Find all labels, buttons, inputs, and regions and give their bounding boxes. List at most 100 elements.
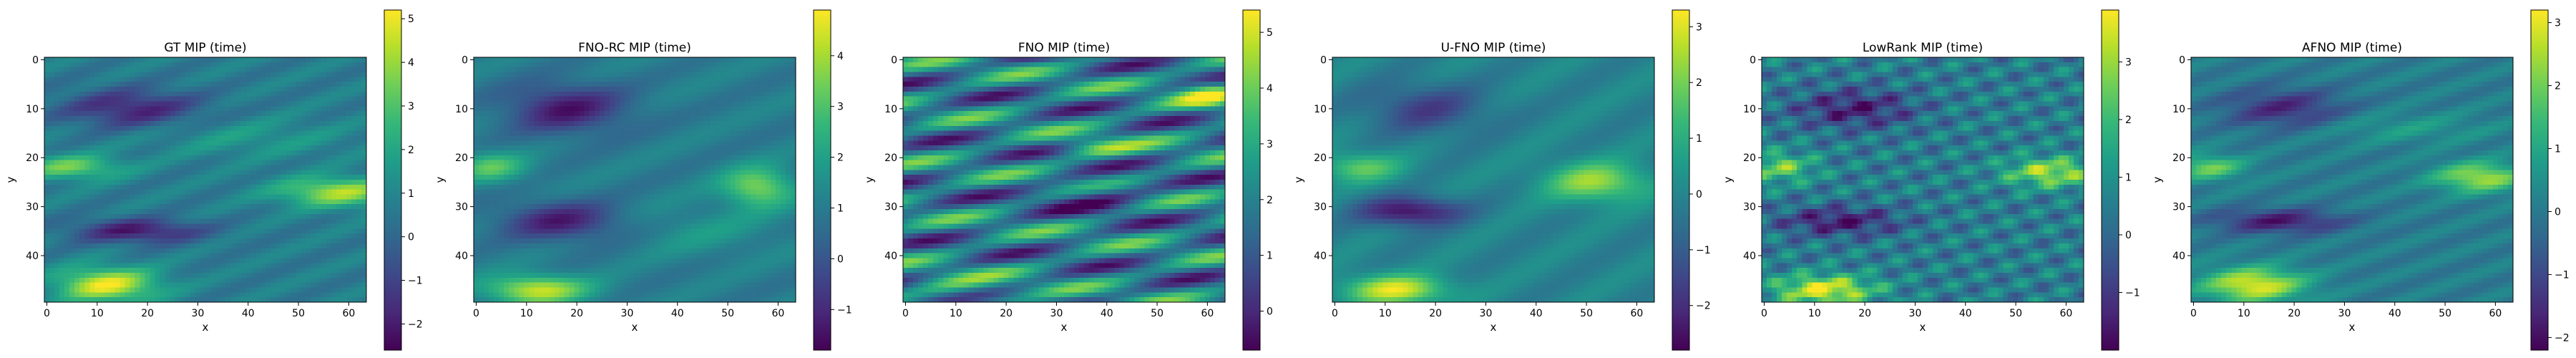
heatmap-cell <box>680 72 686 77</box>
heatmap-cell <box>286 62 292 68</box>
heatmap-cell <box>230 233 236 239</box>
heatmap-cell <box>160 238 166 244</box>
heatmap-cell <box>210 287 216 293</box>
heatmap-cell <box>165 263 171 268</box>
heatmap-cell <box>275 194 282 200</box>
heatmap-cell <box>79 175 85 180</box>
heatmap-cell <box>301 170 307 175</box>
heatmap-cell <box>291 155 297 161</box>
heatmap-cell <box>170 292 176 298</box>
colorbar-tick-label: 0 <box>408 232 414 243</box>
heatmap-cell <box>130 253 136 259</box>
heatmap-cell <box>155 194 161 200</box>
heatmap-cell <box>524 160 530 166</box>
heatmap-cell <box>89 130 95 137</box>
heatmap-cell <box>180 292 186 298</box>
heatmap-cell <box>690 62 696 68</box>
heatmap-cell <box>230 238 236 244</box>
heatmap-cell <box>69 135 75 141</box>
heatmap-cell <box>770 116 776 122</box>
heatmap-cell <box>690 111 696 117</box>
heatmap-cell <box>79 165 85 170</box>
heatmap-cell <box>336 57 342 63</box>
heatmap-cell <box>564 145 570 151</box>
heatmap-cell <box>64 91 70 97</box>
heatmap-cell <box>104 125 111 132</box>
heatmap-cell <box>104 135 111 141</box>
heatmap-cell <box>119 120 126 127</box>
heatmap-cell <box>125 199 131 205</box>
heatmap-cell <box>235 268 241 274</box>
heatmap-cell <box>185 87 191 92</box>
heatmap-cell <box>130 96 136 102</box>
heatmap-cell <box>64 248 70 254</box>
heatmap-cell <box>180 258 186 263</box>
heatmap-cell <box>725 96 731 102</box>
heatmap-cell <box>104 277 111 284</box>
heatmap-cell <box>49 150 55 156</box>
heatmap-cell <box>220 150 226 156</box>
heatmap-cell <box>336 77 342 82</box>
heatmap-cell <box>49 130 55 137</box>
heatmap-cell <box>346 194 352 200</box>
heatmap-cell <box>79 218 85 225</box>
heatmap-cell <box>665 135 670 141</box>
heatmap-cell <box>549 125 555 132</box>
heatmap-cell <box>655 155 660 161</box>
heatmap-cell <box>341 218 347 225</box>
heatmap-cell <box>519 150 525 156</box>
heatmap-cell <box>265 248 272 254</box>
heatmap-cell <box>599 101 605 107</box>
heatmap-cell <box>255 204 261 210</box>
heatmap-cell <box>225 180 231 185</box>
heatmap-cell <box>270 184 277 190</box>
heatmap-cell <box>150 82 156 87</box>
heatmap-cell <box>135 62 141 68</box>
heatmap-cell <box>549 62 555 68</box>
heatmap-cell <box>785 57 791 63</box>
heatmap-cell <box>356 268 362 274</box>
heatmap-cell <box>604 175 610 180</box>
heatmap-cell <box>94 62 100 68</box>
heatmap-cell <box>255 180 261 185</box>
heatmap-cell <box>351 258 357 263</box>
heatmap-cell <box>210 258 216 263</box>
heatmap-cell <box>765 180 771 185</box>
heatmap-cell <box>250 116 256 122</box>
heatmap-cell <box>240 180 246 185</box>
heatmap-cell <box>175 277 181 284</box>
plot-frame <box>44 57 367 303</box>
heatmap-cell <box>479 189 484 195</box>
heatmap-cell <box>614 57 620 63</box>
heatmap-cell <box>210 116 216 122</box>
heatmap-cell <box>351 145 357 151</box>
heatmap-cell <box>225 175 231 180</box>
heatmap-cell <box>336 277 342 284</box>
heatmap-cell <box>765 120 771 127</box>
heatmap-cell <box>629 160 635 166</box>
heatmap-cell <box>775 91 781 97</box>
heatmap-cell <box>499 150 504 156</box>
heatmap-cell <box>346 175 352 180</box>
heatmap-cell <box>296 258 302 263</box>
heatmap-cell <box>286 277 292 284</box>
heatmap-cell <box>346 135 352 141</box>
heatmap-cell <box>650 165 655 170</box>
heatmap-cell <box>140 204 146 210</box>
heatmap-cell <box>291 160 297 166</box>
heatmap-cell <box>529 140 535 146</box>
heatmap-cell <box>361 258 367 263</box>
heatmap-cell <box>346 184 352 190</box>
heatmap-cell <box>361 87 367 92</box>
heatmap-cell <box>220 67 226 73</box>
heatmap-cell <box>725 82 731 87</box>
heatmap-cell <box>725 125 731 132</box>
heatmap-cell <box>336 189 342 195</box>
heatmap-cell <box>765 67 771 73</box>
heatmap-cell <box>54 111 60 117</box>
heatmap-cell <box>265 223 272 229</box>
heatmap-cell <box>190 155 196 161</box>
heatmap-cell <box>479 77 484 82</box>
heatmap-cell <box>564 150 570 156</box>
heatmap-cell <box>260 67 266 73</box>
